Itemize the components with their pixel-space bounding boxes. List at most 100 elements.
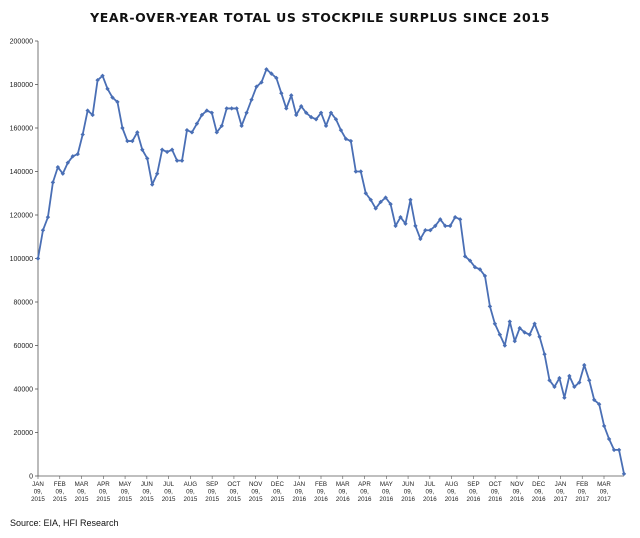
data-point [333,117,339,122]
data-point [348,138,354,144]
data-point [105,86,110,92]
data-point [502,343,508,348]
data-point [368,197,373,202]
x-tick-label-line: 2016 [532,496,546,503]
data-point [75,151,80,157]
x-tick-label: SEP 09, 2016 [467,481,481,503]
data-point [55,164,61,170]
x-tick-label-line: 2016 [314,496,328,503]
x-tick-label: FEB 09, 2017 [575,481,589,503]
data-point [358,169,363,174]
data-point [447,223,453,229]
x-tick-label-line: 09, [295,488,304,495]
data-point [472,265,478,270]
data-point [194,121,200,126]
x-tick-label-line: 09, [360,488,369,495]
y-axis-ticks: 0 20000 40000 60000 80000 100000 120000 140000 1… [10,38,38,480]
x-tick-label-line: JAN [555,481,567,488]
x-tick-label-line: AUG [184,481,198,488]
data-point [452,214,458,220]
x-tick-label-line: 09, [491,488,500,495]
x-tick-label-line: 2017 [575,496,589,503]
x-tick-label-line: FEB [54,481,66,488]
x-tick-label-line: 09, [34,488,43,495]
x-tick-label-line: 09, [534,488,543,495]
data-point [462,254,468,259]
data-point [199,112,205,118]
x-tick-label-line: 2016 [488,496,502,503]
data-point [438,217,443,222]
data-point [393,223,398,229]
data-point [522,330,527,335]
series-line [37,68,625,475]
x-tick-label-line: DEC [271,481,285,488]
data-point [274,75,279,81]
data-point [80,132,85,137]
x-tick-label-line: 09, [426,488,435,495]
x-tick-label-line: 09, [273,488,282,495]
data-point [403,221,408,226]
y-tick-label: 100000 [10,256,33,263]
data-point [457,217,463,222]
data-point [140,147,145,152]
data-point [517,325,522,331]
data-point [423,228,428,233]
data-point [512,338,517,344]
x-tick-label: JUN 09, 2015 [140,481,154,503]
x-tick-label-line: 09, [121,488,130,495]
data-point [592,397,597,403]
x-tick-label: JUL 09, 2016 [423,481,437,503]
x-tick-label-line: MAY [380,481,393,488]
x-tick-label: OCT 09, 2016 [488,481,502,503]
x-tick-label-line: MAR [75,481,89,488]
x-tick-label-line: 09, [251,488,260,495]
data-point [244,110,249,115]
data-point [378,199,383,205]
data-point [150,182,155,187]
data-point [482,273,488,279]
x-tick-label-line: APR [358,481,371,488]
data-point [383,195,388,200]
data-point [85,108,90,113]
x-tick-label: DEC 09, 2016 [532,481,546,503]
data-point [294,112,299,118]
x-tick-label-line: OCT [227,481,240,488]
data-point [313,117,319,122]
x-tick-label-line: 2015 [96,496,110,503]
x-tick-label-line: SEP [467,481,479,488]
data-point [169,147,175,152]
x-tick-label-line: 09, [578,488,587,495]
x-tick-label: AUG 09, 2015 [184,481,198,503]
data-point [328,110,334,115]
x-tick-label-line: 09, [600,488,609,495]
data-point [567,373,572,379]
x-tick-label-line: 2016 [379,496,393,503]
x-tick-label: FEB 09, 2015 [53,481,67,503]
x-tick-label-line: 2015 [162,496,176,503]
series-group [35,67,627,477]
data-point [229,106,234,111]
data-point [70,154,75,159]
data-point [259,80,264,85]
x-tick-label: NOV 09, 2015 [249,481,263,503]
x-tick-label-line: MAY [119,481,132,488]
x-tick-label-line: 09, [317,488,326,495]
x-tick-label-line: 2015 [227,496,241,503]
data-point [159,147,165,152]
y-tick-label: 180000 [10,82,33,89]
x-tick-label-line: JAN [293,481,305,488]
data-point [373,206,378,211]
data-point [542,352,547,357]
x-tick-label-line: 09, [338,488,347,495]
x-tick-label-line: 09, [447,488,456,495]
x-tick-label-line: 2015 [75,496,89,503]
x-tick-label-line: OCT [489,481,502,488]
data-point [299,104,304,109]
data-point [289,93,294,98]
data-point [60,171,66,176]
x-tick-label-line: 09, [164,488,173,495]
x-tick-label: JUL 09, 2015 [162,481,176,503]
x-tick-label-line: 09, [77,488,86,495]
data-point [269,71,274,76]
